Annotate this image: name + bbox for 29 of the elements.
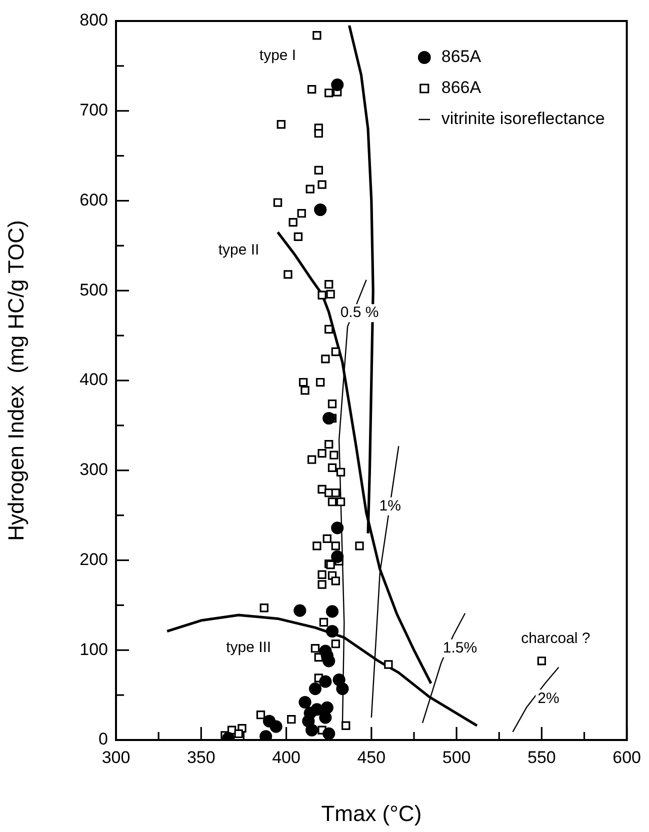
annotation: 0.5 % [340,304,379,322]
annotation: 1% [379,497,401,514]
y-tick-label: 100 [80,640,108,659]
y-tick-label: 600 [80,190,108,210]
y-tick-label: 500 [80,280,108,300]
x-tick-label: 400 [272,748,300,767]
legend-label: 865A [441,47,482,66]
x-tick-label: 600 [612,748,642,767]
annotation: type II [218,241,260,258]
x-axis-title: Tmax (°C) [321,800,422,826]
y-tick-label: 800 [80,10,108,30]
annotation: type III [226,639,272,656]
x-tick-label: 300 [102,748,130,767]
annotation: charcoal ? [521,630,590,648]
y-tick-label: 0 [98,730,108,749]
y-tick-label: 300 [80,460,108,480]
annotation: 2% [538,690,560,707]
y-tick-label: 400 [80,370,108,390]
x-tick-label: 450 [357,748,386,767]
x-tick-label: 500 [442,748,471,767]
y-axis-title: Hydrogen Index (mg HC/g TOC) [3,220,28,541]
annotation: type I [259,47,296,64]
y-tick-label: 700 [80,100,108,120]
annotation: 1.5% [442,639,478,656]
legend-label: 866A [441,78,482,98]
legend-label: vitrinite isoreflectance [441,109,605,128]
y-tick-label: 200 [80,550,108,569]
x-tick-label: 350 [186,748,216,767]
x-tick-label: 550 [527,748,556,767]
